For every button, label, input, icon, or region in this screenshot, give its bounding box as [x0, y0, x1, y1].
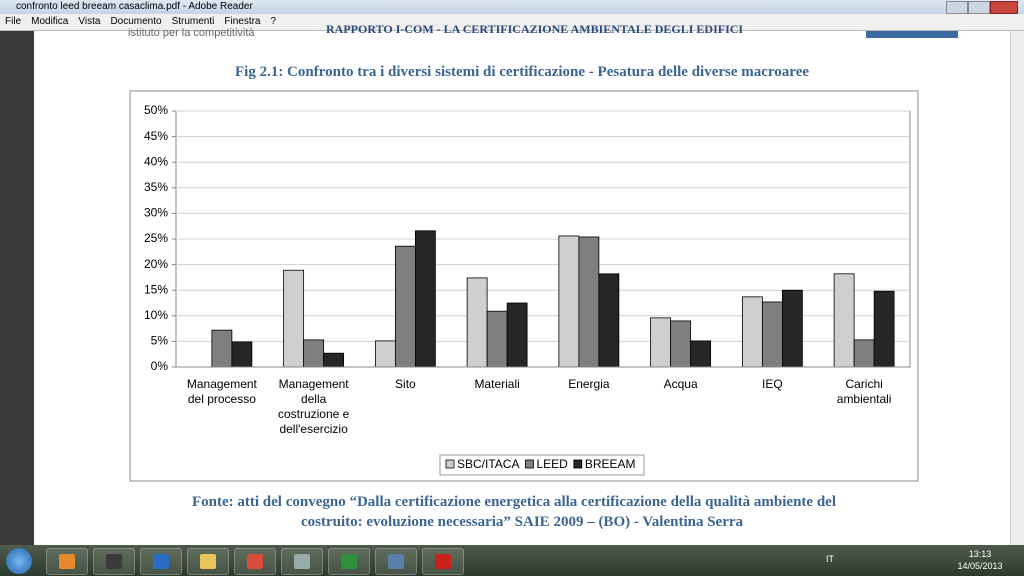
caption-line: costruito: evoluzione necessaria” SAIE 2… [300, 514, 744, 530]
x-tick-label: Management della costruzione e dell'eser… [277, 377, 350, 436]
window-controls[interactable] [946, 1, 1018, 14]
x-tick-label: IEQ [762, 377, 783, 391]
taskbar-icon[interactable] [375, 548, 417, 575]
menu-item[interactable]: Vista [78, 16, 101, 27]
bar [323, 352, 345, 368]
bar [231, 341, 253, 368]
bar [650, 317, 672, 368]
y-tick-label: 40% [144, 154, 168, 168]
legend-label: SBC/ITACA [457, 457, 519, 471]
menu-item[interactable]: File [5, 16, 22, 27]
bar [466, 277, 488, 368]
y-tick-label: 30% [144, 206, 168, 220]
bar [558, 235, 580, 368]
title-bar: confronto leed breeam casaclima.pdf - Ad… [0, 0, 1024, 14]
y-tick-label: 50% [144, 103, 168, 117]
taskbar-icon[interactable] [234, 548, 276, 575]
menu-item[interactable]: ? [270, 16, 277, 27]
clock-date[interactable]: 14/05/2013 [957, 561, 1003, 571]
taskbar-icon[interactable] [46, 548, 88, 575]
caption-line: Fonte: atti del convegno “Dalla certific… [191, 494, 836, 510]
x-tick-label: Materiali [474, 377, 520, 391]
taskbar-icon[interactable] [281, 548, 323, 575]
y-tick-label: 5% [151, 334, 169, 348]
y-tick-label: 0% [151, 359, 169, 373]
bar [374, 340, 396, 368]
taskbar-icon[interactable] [422, 548, 464, 575]
bar [833, 273, 855, 368]
scrollbar[interactable] [1010, 31, 1024, 545]
legend-box [439, 454, 645, 476]
bar [761, 301, 783, 368]
bar [283, 269, 305, 368]
menu-item[interactable]: Modifica [31, 16, 69, 27]
y-tick-label: 10% [144, 308, 168, 322]
chart: 0% 5% 10% 15% 20% 25% 30% 35% 40% 45% 50% SBC/ITACA… [129, 90, 919, 482]
menu-item[interactable]: Finestra [224, 16, 261, 27]
x-tick-label: Carichi ambientali [836, 377, 892, 406]
bar [303, 339, 325, 368]
x-tick-label: Management del processo [186, 377, 257, 406]
bar [873, 290, 895, 368]
taskbar: IT 13:13 14/05/2013 [0, 545, 1024, 576]
clock-time[interactable]: 13:13 [968, 549, 992, 559]
x-tick-label: Energia [568, 377, 610, 391]
legend-label: BREEAM [585, 457, 636, 471]
bar [741, 296, 763, 368]
start-button[interactable] [6, 548, 32, 574]
legend-swatch [573, 459, 583, 469]
y-tick-label: 45% [144, 129, 168, 143]
taskbar-icon[interactable] [187, 548, 229, 575]
header-band [866, 31, 958, 38]
menu-item[interactable]: Strumenti [171, 16, 215, 27]
header-left: istituto per la competitività [128, 27, 255, 39]
language[interactable]: IT [826, 554, 834, 564]
y-tick-label: 25% [144, 231, 168, 245]
x-tick-label: Acqua [663, 377, 698, 391]
y-tick-label: 35% [144, 180, 168, 194]
bar [394, 245, 416, 368]
legend-label: LEED [536, 457, 568, 471]
sidebar [0, 31, 34, 545]
header-center: RAPPORTO I-COM - LA CERTIFICAZIONE AMBIE… [326, 22, 744, 34]
taskbar-icon[interactable] [140, 548, 182, 575]
y-tick-label: 20% [144, 257, 168, 271]
menu-item[interactable]: Documento [110, 16, 162, 27]
x-tick-label: Sito [395, 377, 416, 391]
bar [781, 289, 803, 368]
bar [414, 230, 436, 368]
figure-title: Fig 2.1: Confronto tra i diversi sistemi… [234, 64, 810, 80]
bar [211, 329, 233, 368]
bar [598, 273, 620, 368]
legend-swatch [525, 459, 534, 469]
bar [506, 302, 528, 368]
y-tick-label: 15% [144, 282, 168, 296]
legend-swatch [445, 459, 455, 469]
taskbar-icon[interactable] [328, 548, 370, 575]
window-title: confronto leed breeam casaclima.pdf - Ad… [16, 1, 253, 12]
bar [578, 236, 600, 368]
bar [690, 340, 712, 368]
bar [853, 339, 875, 368]
bar [670, 320, 692, 368]
taskbar-icon[interactable] [93, 548, 135, 575]
bar [486, 310, 508, 368]
menu-bar: File Modifica Vista Documento Strumenti Fines… [0, 14, 1024, 31]
